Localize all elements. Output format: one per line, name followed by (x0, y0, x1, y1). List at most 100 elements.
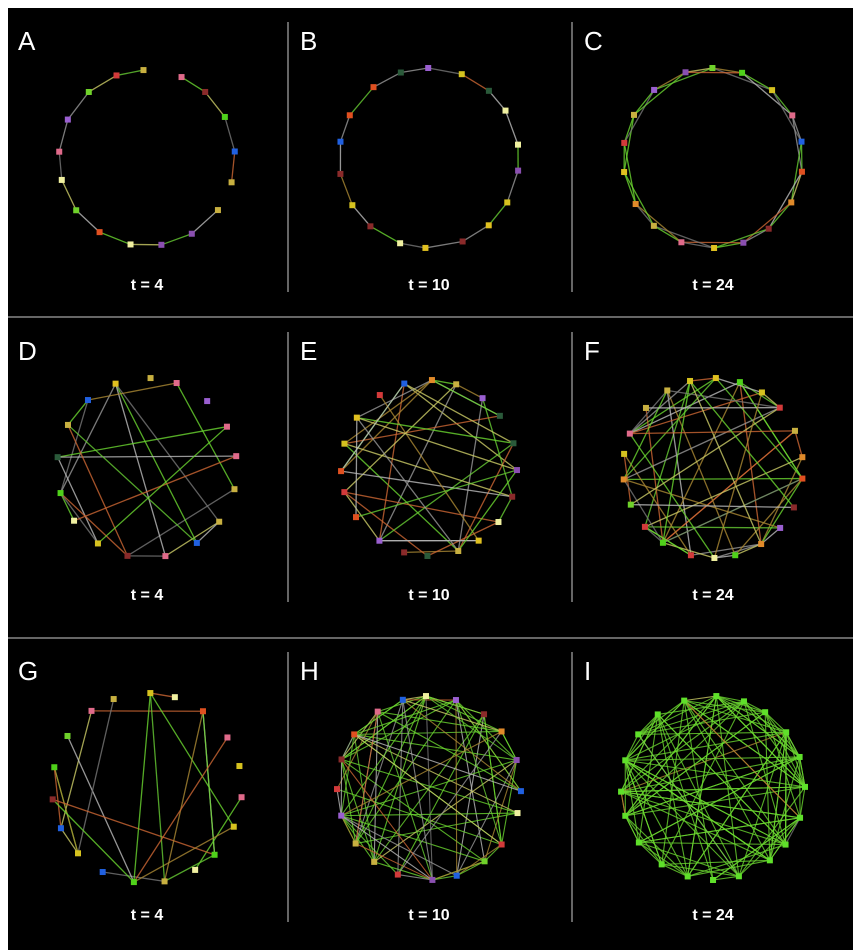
node (517, 788, 524, 795)
node (758, 541, 765, 548)
node (799, 454, 806, 461)
edge (624, 700, 685, 761)
edge (497, 496, 513, 523)
edge (402, 699, 502, 732)
edge (97, 426, 228, 544)
edge (635, 203, 655, 227)
node (130, 879, 137, 886)
panel-caption: t = 4 (131, 587, 164, 604)
edge (638, 841, 786, 846)
edge (506, 170, 519, 203)
edge (133, 737, 228, 883)
node (338, 756, 345, 763)
node (453, 872, 460, 879)
edge (59, 492, 75, 521)
node (401, 380, 408, 387)
edge (52, 798, 215, 856)
edge (683, 700, 714, 881)
edge (662, 381, 741, 544)
edge (712, 67, 773, 91)
node (495, 519, 502, 526)
edge (683, 700, 801, 819)
node (732, 552, 739, 559)
edge (484, 759, 518, 862)
edge (456, 714, 485, 876)
edge (638, 711, 766, 735)
edge (662, 430, 796, 544)
node (740, 698, 747, 705)
edge (427, 521, 499, 557)
edge (403, 383, 518, 471)
node (458, 71, 465, 78)
node (224, 734, 231, 741)
node (709, 65, 716, 72)
node (783, 729, 790, 736)
node (346, 112, 353, 119)
node (371, 858, 378, 865)
edge (633, 71, 686, 116)
edge (355, 711, 379, 844)
node (475, 537, 482, 544)
node (199, 708, 206, 715)
edge (116, 69, 144, 77)
edge (425, 696, 433, 880)
edge (61, 179, 77, 211)
edge (760, 527, 781, 545)
edge (644, 526, 664, 544)
edge (791, 115, 803, 172)
panel-label: H (300, 656, 319, 686)
edge (741, 72, 793, 116)
node (504, 199, 511, 206)
node (479, 395, 486, 402)
node (626, 430, 633, 437)
edge (629, 391, 763, 435)
node (621, 450, 628, 457)
edge (624, 815, 640, 843)
node (85, 88, 92, 95)
edge (501, 759, 518, 845)
node (202, 88, 209, 95)
node (790, 504, 797, 511)
node (51, 764, 58, 771)
edge (339, 173, 353, 206)
node (221, 113, 228, 120)
node (374, 708, 381, 715)
edge (378, 383, 405, 541)
panel: Dt = 4 (18, 336, 240, 604)
node (178, 74, 185, 81)
node (341, 489, 348, 496)
edge (625, 700, 745, 761)
edge (377, 711, 502, 733)
node (147, 375, 154, 382)
edge (689, 380, 795, 508)
edge (353, 699, 404, 735)
node (424, 552, 431, 559)
edge (379, 394, 480, 542)
edge (684, 700, 766, 713)
edge (638, 756, 800, 843)
panel-caption: t = 10 (408, 907, 449, 924)
edge (637, 734, 740, 877)
panel-label: F (584, 336, 600, 366)
edge (734, 478, 803, 556)
edge (771, 89, 793, 116)
edge (340, 815, 433, 881)
edge (683, 700, 806, 788)
node (214, 207, 221, 214)
edge (336, 788, 502, 846)
node (353, 414, 360, 421)
edge (150, 692, 175, 698)
node (776, 404, 783, 411)
node (397, 69, 404, 76)
edge (790, 141, 803, 203)
node (57, 825, 64, 832)
edge (638, 842, 663, 865)
edge (176, 382, 236, 490)
edge (402, 699, 433, 881)
edge (625, 756, 800, 761)
edge (653, 225, 715, 249)
node (632, 201, 639, 208)
node (739, 69, 746, 76)
edge (341, 758, 518, 814)
edge (351, 204, 371, 227)
